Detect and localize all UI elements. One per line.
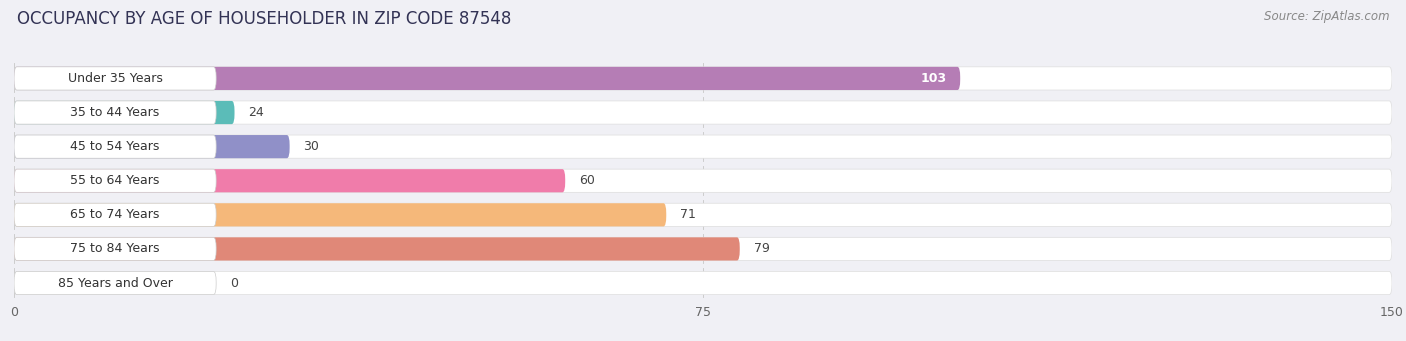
FancyBboxPatch shape [14, 101, 235, 124]
FancyBboxPatch shape [14, 67, 217, 90]
FancyBboxPatch shape [14, 169, 1392, 192]
Text: OCCUPANCY BY AGE OF HOUSEHOLDER IN ZIP CODE 87548: OCCUPANCY BY AGE OF HOUSEHOLDER IN ZIP C… [17, 10, 512, 28]
FancyBboxPatch shape [14, 67, 1392, 90]
Text: 79: 79 [754, 242, 769, 255]
FancyBboxPatch shape [14, 271, 217, 295]
FancyBboxPatch shape [14, 237, 1392, 261]
FancyBboxPatch shape [14, 203, 217, 226]
FancyBboxPatch shape [14, 67, 960, 90]
Text: 24: 24 [249, 106, 264, 119]
FancyBboxPatch shape [14, 271, 1392, 295]
Text: Source: ZipAtlas.com: Source: ZipAtlas.com [1264, 10, 1389, 23]
Text: 103: 103 [921, 72, 946, 85]
Text: 85 Years and Over: 85 Years and Over [58, 277, 173, 290]
FancyBboxPatch shape [14, 237, 217, 261]
FancyBboxPatch shape [14, 237, 740, 261]
Text: 71: 71 [681, 208, 696, 221]
FancyBboxPatch shape [14, 203, 1392, 226]
Text: 0: 0 [231, 277, 238, 290]
FancyBboxPatch shape [14, 135, 290, 158]
FancyBboxPatch shape [14, 203, 666, 226]
FancyBboxPatch shape [14, 101, 217, 124]
FancyBboxPatch shape [14, 169, 565, 192]
FancyBboxPatch shape [14, 101, 1392, 124]
Text: 45 to 54 Years: 45 to 54 Years [70, 140, 160, 153]
Text: 30: 30 [304, 140, 319, 153]
FancyBboxPatch shape [14, 169, 217, 192]
Text: 55 to 64 Years: 55 to 64 Years [70, 174, 160, 187]
Text: 65 to 74 Years: 65 to 74 Years [70, 208, 160, 221]
FancyBboxPatch shape [14, 135, 217, 158]
Text: Under 35 Years: Under 35 Years [67, 72, 163, 85]
Text: 60: 60 [579, 174, 595, 187]
Text: 35 to 44 Years: 35 to 44 Years [70, 106, 160, 119]
FancyBboxPatch shape [14, 135, 1392, 158]
Text: 75 to 84 Years: 75 to 84 Years [70, 242, 160, 255]
